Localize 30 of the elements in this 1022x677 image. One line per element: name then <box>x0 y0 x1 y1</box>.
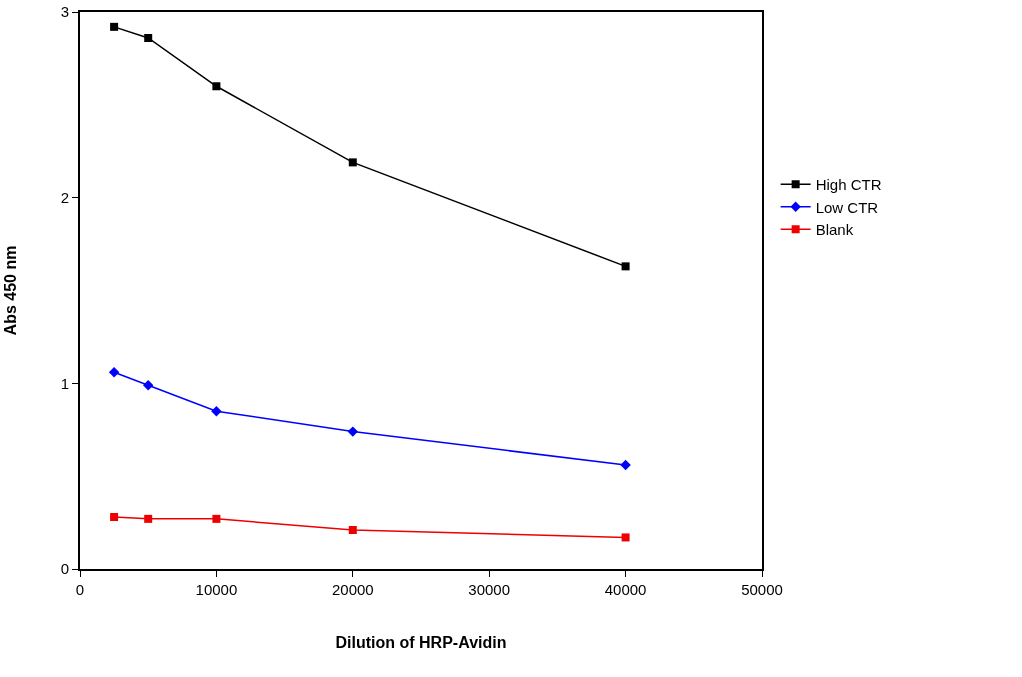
x-tick-label: 20000 <box>331 581 374 598</box>
x-tick-label: 0 <box>75 581 85 598</box>
point <box>108 366 120 378</box>
x-tick-label: 40000 <box>604 581 647 598</box>
x-tick-label: 30000 <box>468 581 511 598</box>
point <box>144 33 153 42</box>
x-axis-title: Dilution of HRP-Avidin <box>335 634 507 652</box>
legend-label: Low CTR <box>815 198 879 216</box>
legend-label: High CTR <box>815 176 882 194</box>
y-tick-label: 2 <box>60 188 69 206</box>
y-tick-label: 0 <box>60 560 69 578</box>
y-tick-label: 1 <box>60 374 69 392</box>
point <box>143 379 154 391</box>
point <box>621 533 630 542</box>
point <box>348 526 357 535</box>
point <box>110 513 119 522</box>
y-axis-title: Abs 450 nm <box>2 245 20 336</box>
x-tick-label: 10000 <box>195 581 238 598</box>
point <box>212 82 221 91</box>
point <box>347 426 358 437</box>
point <box>620 459 631 471</box>
y-tick-label: 3 <box>60 3 69 21</box>
x-tick-label: 50000 <box>741 581 783 598</box>
point <box>212 514 221 523</box>
point <box>110 22 119 31</box>
point <box>144 514 153 523</box>
point <box>621 262 630 271</box>
point <box>211 405 222 417</box>
point <box>348 158 357 167</box>
legend-label: Blank <box>815 221 854 239</box>
